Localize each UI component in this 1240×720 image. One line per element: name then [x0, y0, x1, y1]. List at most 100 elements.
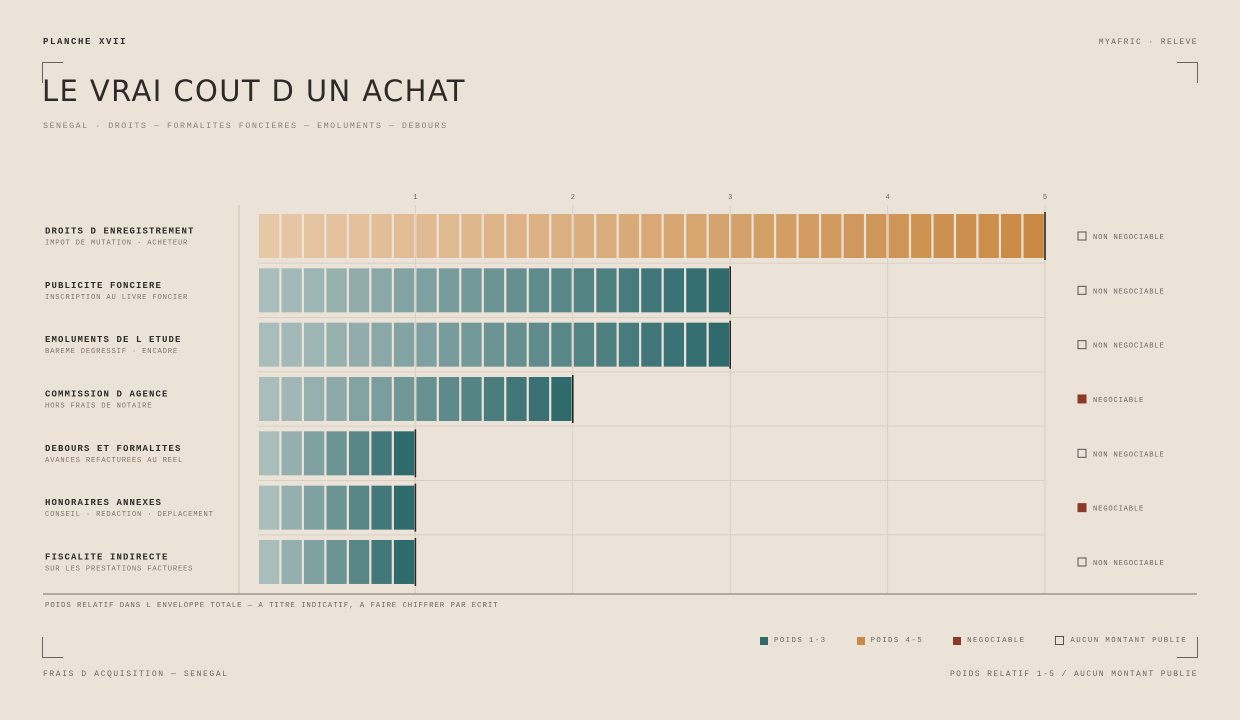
bar-segment: [416, 376, 437, 421]
legend-item-weight-1-3: POIDS 1-3: [760, 636, 827, 645]
bar-segment: [259, 376, 280, 421]
bar-segment: [528, 322, 550, 367]
bar-segment: [303, 485, 325, 530]
bar-segment: [371, 539, 392, 584]
legend-label: AUCUN MONTANT PUBLIE: [1070, 636, 1188, 645]
bar-segment: [888, 214, 909, 258]
bar-segment: [281, 214, 302, 258]
x-tick-label: 2: [571, 194, 575, 202]
status-label: NON NEGOCIABLE: [1093, 234, 1165, 242]
bar-segment: [281, 485, 302, 530]
bar-segment: [596, 268, 617, 313]
bar-segment: [843, 214, 864, 258]
bar-segment: [663, 214, 685, 258]
chart-footnote: POIDS RELATIF DANS L ENVELOPPE TOTALE — …: [45, 602, 499, 610]
status-label: NEGOCIABLE: [1093, 506, 1144, 514]
legend-swatch-no-amount: [1055, 636, 1065, 645]
bar-segment: [348, 376, 370, 421]
status-label: NEGOCIABLE: [1093, 397, 1144, 405]
bar-segment: [506, 376, 527, 421]
bar-segment: [348, 322, 370, 367]
frame-corner-bottom-left: [42, 637, 63, 658]
bar-segment: [461, 376, 482, 421]
bar-segment: [393, 214, 415, 258]
category-label: HONORAIRES ANNEXES: [45, 498, 162, 508]
bar-segment: [708, 322, 729, 367]
x-tick-label: 5: [1043, 194, 1047, 202]
bar-segment: [348, 268, 370, 313]
bar-segment: [438, 322, 460, 367]
legend: POIDS 1-3 POIDS 4-5 NEGOCIABLE AUCUN MON…: [760, 636, 1187, 645]
bar-segment: [416, 322, 437, 367]
bar-segment: [528, 268, 550, 313]
footer-left: FRAIS D ACQUISITION — SENEGAL: [43, 670, 229, 679]
bar-segment: [641, 214, 662, 258]
x-tick-label: 4: [885, 194, 889, 202]
bar-segment: [371, 214, 392, 258]
category-sublabel: AVANCES REFACTUREES AU REEL: [45, 457, 183, 465]
bar-segment: [528, 376, 550, 421]
plate-label: PLANCHE XVII: [43, 37, 128, 47]
bar-segment: [303, 539, 325, 584]
status-label: NON NEGOCIABLE: [1093, 560, 1165, 568]
negotiable-marker: [1077, 394, 1087, 404]
bar-segment: [551, 268, 572, 313]
bar-segment: [1001, 214, 1022, 258]
bar-segment: [798, 214, 819, 258]
bar-segment: [641, 268, 662, 313]
bar-segment: [506, 322, 527, 367]
bar-segment: [596, 322, 617, 367]
bar-segment: [483, 376, 505, 421]
page-subtitle: SENEGAL · DROITS — FORMALITES FONCIERES …: [43, 121, 448, 131]
bar-segment: [348, 539, 370, 584]
bar-segment: [371, 322, 392, 367]
bar-segment: [281, 539, 302, 584]
bar-segment: [911, 214, 932, 258]
bar-segment: [259, 539, 280, 584]
bar-segment: [326, 485, 347, 530]
bar-segment: [326, 376, 347, 421]
bar-segment: [371, 376, 392, 421]
bar-segment: [393, 539, 415, 584]
bar-segment: [326, 431, 347, 476]
bar-segment: [303, 376, 325, 421]
bar-segment: [551, 322, 572, 367]
category-sublabel: INSCRIPTION AU LIVRE FONCIER: [45, 294, 188, 302]
legend-label: POIDS 1-3: [774, 636, 827, 645]
bar-segment: [393, 431, 415, 476]
bar-segment: [393, 268, 415, 313]
legend-label: POIDS 4-5: [870, 636, 924, 645]
bar-segment: [551, 376, 572, 421]
bar-segment: [686, 268, 707, 313]
bar-segment: [371, 268, 392, 313]
bar-segment: [686, 322, 707, 367]
legend-item-no-amount: AUCUN MONTANT PUBLIE: [1055, 636, 1187, 645]
bar-segment: [618, 322, 640, 367]
bar-segment: [573, 268, 595, 313]
non-negotiable-marker: [1077, 448, 1087, 458]
category-sublabel: CONSEIL · REDACTION · DEPLACEMENT: [45, 511, 214, 519]
category-label: DEBOURS ET FORMALITES: [45, 444, 182, 454]
bar-segment: [326, 539, 347, 584]
bar-segment: [483, 322, 505, 367]
bar-segment: [483, 214, 505, 258]
footer-right: POIDS RELATIF 1-5 / AUCUN MONTANT PUBLIE: [949, 670, 1198, 679]
bar-segment: [281, 431, 302, 476]
legend-label: NEGOCIABLE: [967, 636, 1026, 645]
bar-segment: [461, 322, 482, 367]
negotiable-marker: [1077, 503, 1087, 513]
bar-segment: [281, 268, 302, 313]
non-negotiable-marker: [1077, 557, 1087, 567]
bar-segment: [259, 431, 280, 476]
bar-segment: [731, 214, 752, 258]
bar-segment: [978, 214, 999, 258]
bar-segment: [461, 214, 482, 258]
bar-segment: [416, 214, 437, 258]
bar-segment: [393, 376, 415, 421]
bar-segment: [551, 214, 572, 258]
bar-segment: [641, 322, 662, 367]
bar-segment: [326, 268, 347, 313]
bar-segment: [618, 268, 640, 313]
page-title: LE VRAI COUT D UN ACHAT: [42, 74, 466, 108]
bar-segment: [281, 376, 302, 421]
